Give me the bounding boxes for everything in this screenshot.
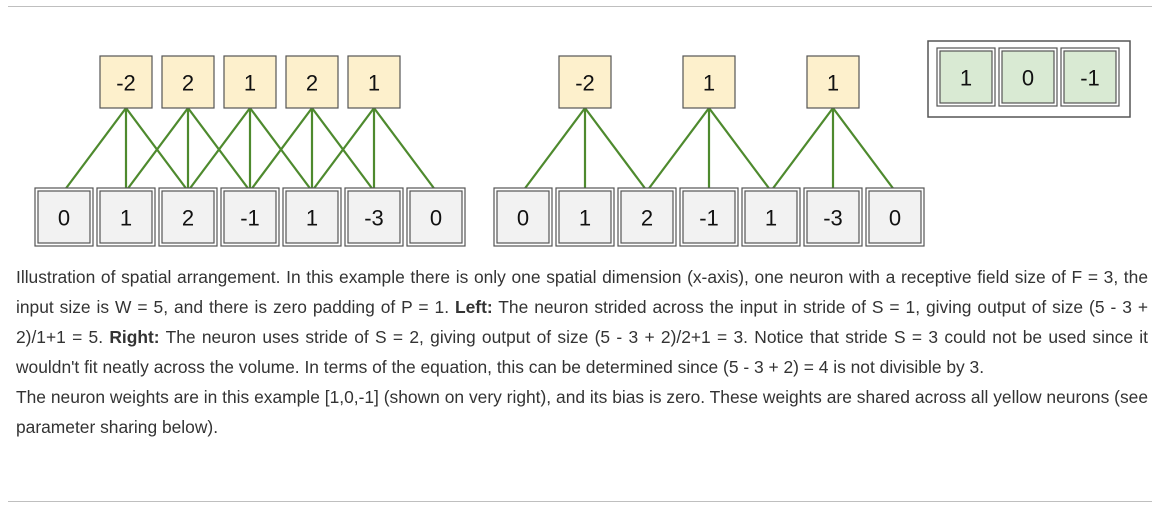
right-output-neuron-label: 1 [703,71,715,96]
left-input-cell: -3 [344,187,404,247]
left-connection [373,107,437,192]
figure-caption: Illustration of spatial arrangement. In … [16,262,1148,442]
right-input-cell: 1 [555,187,615,247]
left-input-row: 0 1 2 -1 1 -3 0 [34,187,466,247]
left-output-neuron: 1 [223,55,277,109]
left-input-cell-label: 1 [306,206,318,231]
top-divider [8,6,1152,7]
left-connections [63,107,437,192]
caption-left-text: The neuron strided across the input in s… [16,297,1148,347]
left-output-neuron-label: 2 [306,71,318,96]
left-input-cell-label: 2 [182,206,194,231]
left-input-cell: -1 [220,187,280,247]
right-input-cell-label: 2 [641,206,653,231]
left-input-cell: 1 [96,187,156,247]
right-input-cell-label: 0 [517,206,529,231]
left-connection [249,107,313,192]
left-output-neuron-label: 1 [368,71,380,96]
right-output-neuron-label: -2 [575,71,595,96]
right-input-row: 0 1 2 -1 1 -3 0 [493,187,925,247]
right-input-cell: 0 [493,187,553,247]
right-connection [832,107,896,192]
right-output-row: -2 1 1 [558,55,860,109]
left-input-cell-label: -3 [364,206,384,231]
left-input-cell-label: 0 [430,206,442,231]
right-input-cell: -3 [803,187,863,247]
weight-cell: -1 [1060,47,1120,107]
right-output-neuron-label: 1 [827,71,839,96]
right-connection [522,107,586,192]
left-output-neuron: 2 [285,55,339,109]
left-output-neuron: -2 [99,55,153,109]
left-connection [187,107,251,192]
right-connection [646,107,710,192]
right-input-cell-label: 1 [579,206,591,231]
left-input-cell: 0 [34,187,94,247]
bottom-divider [8,501,1152,502]
left-output-neuron: 2 [161,55,215,109]
left-output-neuron-label: 2 [182,71,194,96]
caption-left-label: Left: [454,297,493,317]
caption-right-label: Right: [109,327,160,347]
left-input-cell: 1 [282,187,342,247]
weight-cell-label: -1 [1080,66,1100,91]
caption-right-text: The neuron uses stride of S = 2, giving … [16,327,1148,377]
right-input-cell: 0 [865,187,925,247]
right-connection [770,107,834,192]
left-input-cell-label: 1 [120,206,132,231]
right-connections [522,107,896,192]
right-input-cell-label: 0 [889,206,901,231]
caption-paragraph-1: Illustration of spatial arrangement. In … [16,262,1148,382]
left-input-cell-label: -1 [240,206,260,231]
caption-intro: Illustration of spatial arrangement. In … [16,267,1148,317]
weight-cell-label: 1 [960,66,972,91]
right-input-cell: -1 [679,187,739,247]
left-output-neuron-label: 1 [244,71,256,96]
spatial-arrangement-figure: 0 1 2 -1 1 -3 0 -2 2 1 2 1 0 1 2 -1 1 -3 0 -2 1 1 1 0 -1 [34,40,1131,247]
right-connection [584,107,648,192]
right-input-cell-label: 1 [765,206,777,231]
left-connection [311,107,375,192]
left-output-row: -2 2 1 2 1 [99,55,401,109]
weight-cell: 0 [998,47,1058,107]
right-output-neuron: 1 [682,55,736,109]
right-input-cell: 2 [617,187,677,247]
right-connection [708,107,772,192]
left-output-neuron-label: -2 [116,71,136,96]
left-input-cell: 0 [406,187,466,247]
weights-panel: 1 0 -1 [927,40,1131,118]
left-input-cell: 2 [158,187,218,247]
right-input-cell: 1 [741,187,801,247]
right-output-neuron: 1 [806,55,860,109]
caption-paragraph-2: The neuron weights are in this example [… [16,387,1148,437]
left-connection [63,107,127,192]
left-output-neuron: 1 [347,55,401,109]
weight-cell-label: 0 [1022,66,1034,91]
left-connection [125,107,189,192]
right-output-neuron: -2 [558,55,612,109]
weight-cell: 1 [936,47,996,107]
right-input-cell-label: -1 [699,206,719,231]
right-input-cell-label: -3 [823,206,843,231]
left-input-cell-label: 0 [58,206,70,231]
